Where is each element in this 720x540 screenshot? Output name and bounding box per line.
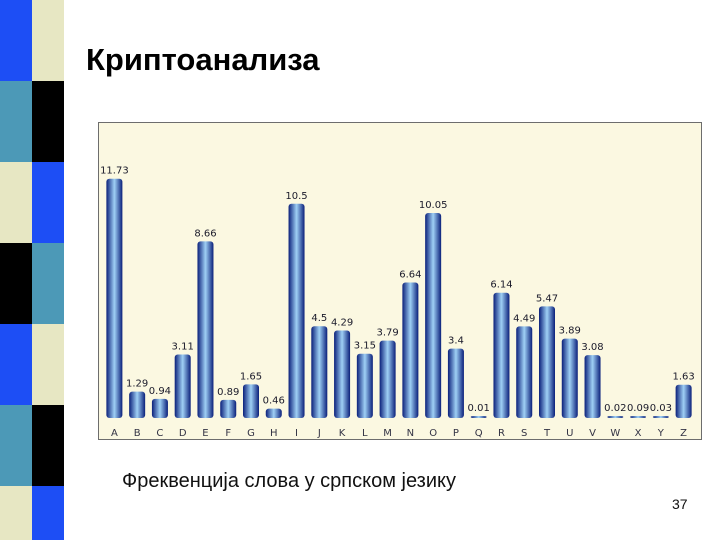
value-label-o: 10.05 [419, 200, 448, 211]
bar-r [493, 292, 510, 418]
value-label-f: 0.89 [217, 387, 239, 398]
value-label-j: 4.5 [311, 313, 327, 324]
letter-frequency-chart: 11.73 1.290.94 3.11 8.66 0.891.65 0.46 10.5 4.5… [99, 123, 701, 439]
slide-title: Криптоанализа [86, 42, 320, 77]
x-tick-label-c: C [156, 428, 163, 439]
x-tick-label-l: L [362, 428, 368, 439]
value-label-l: 3.15 [354, 341, 376, 352]
bar-q [470, 416, 487, 418]
value-label-u: 3.89 [559, 326, 581, 337]
value-label-t: 5.47 [536, 293, 558, 304]
bar-e [197, 241, 214, 418]
x-tick-label-p: P [453, 428, 459, 439]
bar-m [379, 340, 396, 418]
bar-f [220, 399, 237, 418]
x-tick-label-z: Z [680, 428, 687, 439]
x-tick-label-s: S [521, 428, 527, 439]
x-tick-label-u: U [566, 428, 573, 439]
value-label-z: 1.63 [672, 372, 694, 383]
bar-u [561, 338, 578, 418]
value-label-k: 4.29 [331, 317, 353, 328]
bar-j [311, 326, 328, 418]
value-label-v: 3.08 [581, 342, 603, 353]
value-label-q: 0.01 [468, 403, 490, 414]
chart-panel: 11.73 1.29 0.94 3.11 8.66 0.89 1.65 0.46 10.5 4.5… [98, 122, 702, 440]
value-label-a: 11.73 [100, 166, 129, 177]
x-tick-label-v: V [589, 428, 596, 439]
x-tick-label-e: E [202, 428, 208, 439]
bar-w [607, 416, 624, 418]
x-tick-label-o: O [429, 428, 437, 439]
value-label-p: 3.4 [448, 336, 464, 347]
bar-g [243, 384, 259, 418]
x-tick-label-r: R [498, 428, 505, 439]
bar-n [402, 282, 419, 418]
x-tick-label-b: B [134, 428, 141, 439]
x-tick-label-d: D [179, 428, 187, 439]
x-tick-label-a: A [111, 428, 118, 439]
bar-s [516, 326, 533, 418]
value-label-r: 6.14 [490, 280, 512, 291]
bar-k [334, 330, 351, 418]
bar-b [129, 391, 146, 418]
bar-h [265, 408, 282, 418]
value-label-x: 0.09 [627, 403, 649, 414]
x-tick-label-i: I [295, 428, 298, 439]
value-label-g: 1.65 [240, 371, 262, 382]
x-tick-label-m: M [383, 428, 392, 439]
x-tick-label-j: J [317, 428, 321, 439]
x-tick-label-q: Q [475, 428, 483, 439]
bar-y [652, 416, 669, 418]
value-label-b: 1.29 [126, 379, 148, 390]
x-tick-label-y: Y [657, 428, 665, 439]
bar-p [447, 348, 464, 418]
x-tick-label-w: W [610, 428, 620, 439]
bar-v [584, 355, 601, 418]
value-label-m: 3.79 [376, 328, 398, 339]
bar-a [106, 178, 123, 418]
page-number: 37 [672, 496, 688, 512]
value-label-w: 0.02 [604, 403, 626, 414]
x-tick-label-t: T [543, 428, 551, 439]
bar-d [174, 354, 191, 418]
value-label-h: 0.46 [263, 396, 285, 407]
bar-t [539, 306, 555, 418]
bar-c [151, 398, 168, 418]
value-label-s: 4.49 [513, 313, 535, 324]
decorative-color-strip [0, 0, 64, 540]
value-label-e: 8.66 [194, 228, 216, 239]
bar-z [675, 384, 692, 418]
x-tick-label-g: G [247, 428, 255, 439]
bar-l [356, 353, 373, 418]
x-tick-label-x: X [635, 428, 642, 439]
bar-x [630, 416, 647, 418]
value-label-d: 3.11 [172, 342, 194, 353]
chart-caption: Фреквенција слова у српском језику [122, 470, 456, 492]
value-label-i: 10.5 [285, 191, 307, 202]
x-tick-label-k: K [339, 428, 346, 439]
bar-i [288, 203, 305, 418]
value-label-y: 0.03 [650, 403, 672, 414]
x-tick-label-f: F [225, 428, 231, 439]
x-tick-label-n: N [407, 428, 414, 439]
x-tick-label-h: H [270, 428, 278, 439]
bar-o [425, 212, 442, 418]
value-label-c: 0.94 [149, 386, 171, 397]
value-label-n: 6.64 [399, 270, 421, 281]
